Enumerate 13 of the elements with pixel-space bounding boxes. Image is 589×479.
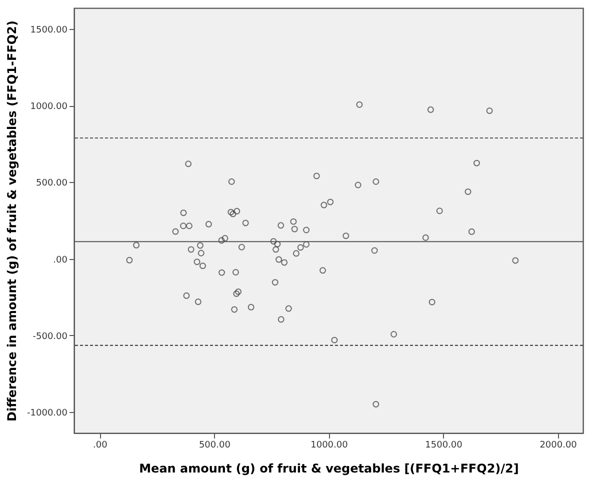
y-tick-label: 500.00 <box>36 178 68 189</box>
x-axis-title: Mean amount (g) of fruit & vegetables [(FFQ1+FFQ2)/2] <box>139 462 519 476</box>
x-tick-label: 500.00 <box>198 440 231 450</box>
x-tick-label: .00 <box>92 440 108 450</box>
x-tick-label: 2000.00 <box>540 440 578 450</box>
y-tick-label: 1000.00 <box>30 102 68 112</box>
x-tick-label: 1000.00 <box>310 440 348 450</box>
y-tick-label: .00 <box>53 255 68 266</box>
y-tick-label: 1500.00 <box>30 26 68 36</box>
y-axis-title: Difference in amount (g) of fruit & vegetables (FFQ1-FFQ2) <box>5 20 20 422</box>
x-tick-label: 1500.00 <box>425 440 463 450</box>
y-tick-label: -1000.00 <box>27 408 68 418</box>
y-tick-label: -500.00 <box>32 332 68 342</box>
